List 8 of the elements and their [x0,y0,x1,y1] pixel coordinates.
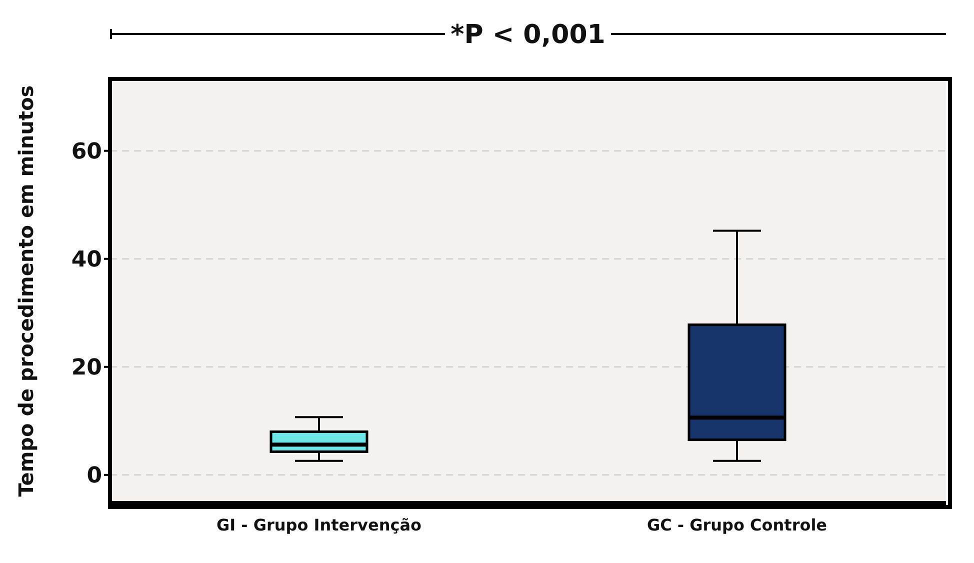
y-tick-label: 20 [71,356,102,381]
text: *P < 0,001 [444,20,612,50]
x-tick-label: GI - Grupo Intervenção [216,515,422,534]
y-axis-title: Tempo de procedimento em minutos [14,85,38,497]
y-tick-label: 60 [71,140,102,165]
y-tick-label: 0 [86,464,102,489]
y-tick-label: 40 [71,248,102,273]
x-tick-label: GC - Grupo Controle [646,515,828,534]
